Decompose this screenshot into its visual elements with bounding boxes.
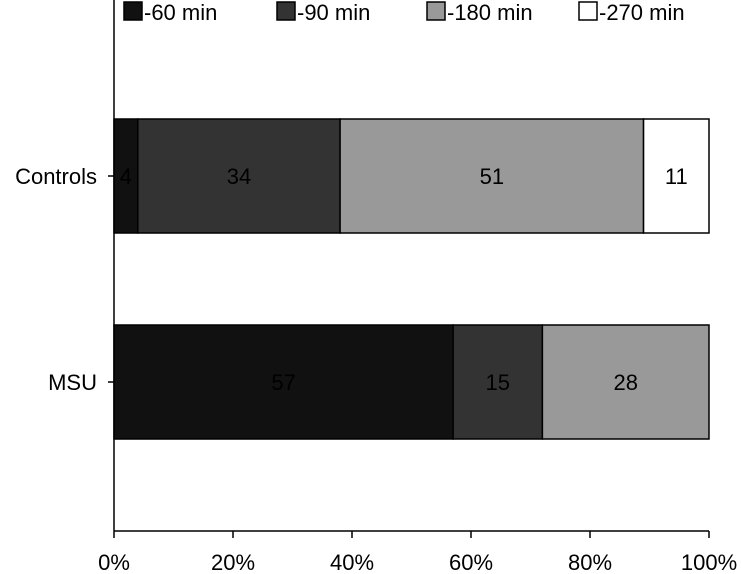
category-label: MSU [48, 370, 97, 395]
x-tick-label: 40% [330, 550, 374, 574]
legend-label: -60 min [144, 0, 217, 25]
x-tick-label: 0% [98, 550, 130, 574]
bar-segment [452, 324, 544, 440]
data-label: 11 [665, 164, 688, 189]
legend-label: -90 min [297, 0, 370, 25]
category-label: Controls [15, 164, 97, 189]
legend-swatch [426, 1, 446, 21]
axes-layer: Controls MSU 0% 20% 40% 60% 80% 100% [15, 0, 737, 574]
legend-label: -180 min [447, 0, 533, 25]
x-tick-label: 20% [211, 550, 255, 574]
legend-label: -270 min [599, 0, 685, 25]
data-label: 34 [227, 164, 251, 189]
x-tick-label: 60% [449, 550, 493, 574]
legend: -60 min -90 min -180 min -270 min [123, 0, 685, 25]
data-label: 57 [271, 370, 295, 395]
data-label: 51 [480, 164, 504, 189]
bar-segment [137, 118, 341, 234]
bar-segment [339, 118, 645, 234]
x-tick-label: 100% [681, 550, 737, 574]
bar-segment [642, 118, 710, 234]
bar-segment [113, 324, 454, 440]
x-tick-label: 80% [568, 550, 612, 574]
bar-segment [541, 324, 710, 440]
bars-layer: 4 34 51 11 57 15 28 [113, 118, 710, 440]
data-label: 15 [486, 370, 510, 395]
data-label: 4 [120, 164, 132, 189]
legend-swatch [578, 1, 598, 21]
legend-swatch [123, 1, 143, 21]
data-label: 28 [613, 370, 637, 395]
legend-swatch [276, 1, 296, 21]
